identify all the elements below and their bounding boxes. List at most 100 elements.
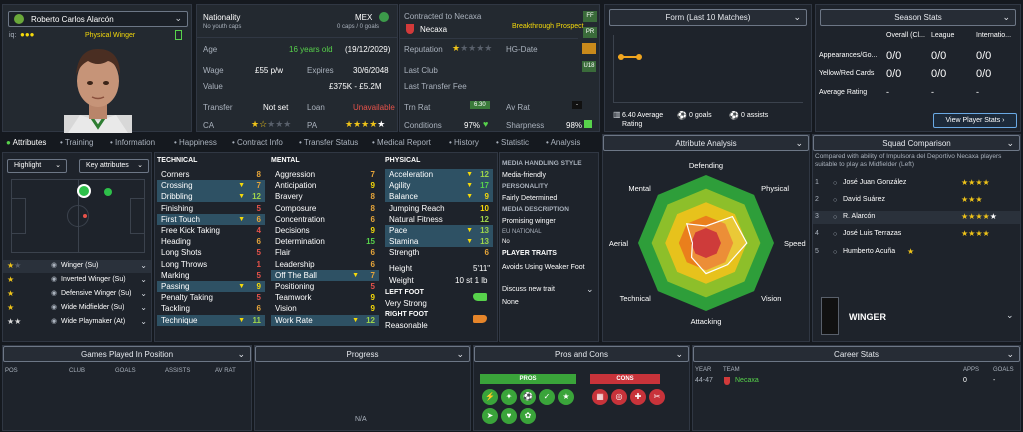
role-row[interactable]: ★★ ◉ Wide Playmaker (At) ⌄ (3, 316, 151, 329)
attribute-row[interactable]: First Touch 6 ▼ (157, 213, 265, 225)
role-row[interactable]: ★ ◉ Wide Midfielder (Su) ⌄ (3, 302, 151, 315)
pro-dribbling-icon[interactable]: ⚽ (520, 389, 536, 405)
attribute-row[interactable]: Determination 15 (271, 236, 379, 247)
attribute-row[interactable]: Crossing 7 ▼ (157, 180, 265, 192)
attribute-name: Leadership (275, 259, 315, 269)
position-dot-current (83, 214, 87, 218)
tab-contract[interactable]: • Contract Info (232, 138, 283, 147)
mental-column: Aggression 7 Anticipation 9 Bravery 8 Composur… (269, 169, 379, 329)
tab-statistic[interactable]: • Statistic (496, 138, 530, 147)
role-row[interactable]: ★ ◉ Defensive Winger (Su) ⌄ (3, 288, 151, 301)
attribute-row[interactable]: Tackling 6 (157, 303, 265, 314)
squad-row-selected[interactable]: 3 ○ R. Alarcón ★★★★★ (813, 211, 1020, 224)
attribute-value: 9 (370, 181, 375, 191)
pro-pace-icon[interactable]: ➤ (482, 408, 498, 424)
attribute-row[interactable]: Balance 9 ▼ (385, 191, 493, 203)
pros-cons-header[interactable]: Pros and Cons ⌄ (474, 346, 689, 362)
attribute-row[interactable]: Concentration 6 (271, 214, 379, 225)
tab-information[interactable]: • Information (110, 138, 156, 147)
attribute-row[interactable]: Leadership 6 (271, 259, 379, 270)
attribute-row[interactable]: Positioning 5 (271, 281, 379, 292)
player-name-box[interactable]: Roberto Carlos Alarcón ⌄ (8, 11, 188, 27)
attribute-row[interactable]: Finishing 5 (157, 203, 265, 214)
attribute-row[interactable]: Composure 8 (271, 203, 379, 214)
attribute-row[interactable]: Bravery 8 (271, 191, 379, 202)
games-header[interactable]: Games Played In Position ⌄ (3, 346, 251, 362)
attribute-value: 5 (370, 282, 375, 291)
tab-training[interactable]: • Training (60, 138, 94, 147)
tab-medical[interactable]: • Medical Report (372, 138, 431, 147)
attribute-row[interactable]: Passing 9 ▼ (157, 281, 265, 292)
tab-transfer[interactable]: • Transfer Status (299, 138, 359, 147)
analysis-header[interactable]: Attribute Analysis ⌄ (603, 135, 809, 151)
attribute-row[interactable]: Off The Ball 7 ▼ (271, 269, 379, 281)
attribute-row[interactable]: Acceleration 12 ▼ (385, 169, 493, 180)
pro-technique-icon[interactable]: ✿ (520, 408, 536, 424)
attribute-row[interactable]: Technique 11 ▼ (157, 314, 265, 326)
squad-row[interactable]: 4 ○ José Luis Terrazas ★★★★ (813, 229, 1020, 241)
attribute-row[interactable]: Free Kick Taking 4 (157, 225, 265, 236)
role-info-icon: ◉ (51, 262, 58, 269)
highlight-dropdown[interactable]: Highlight ⌄ (7, 159, 67, 173)
form-header[interactable]: Form (Last 10 Matches) ⌄ (609, 9, 807, 26)
pro-stamina-icon[interactable]: ♥ (501, 408, 517, 424)
career-header[interactable]: Career Stats ⌄ (693, 346, 1020, 362)
favourite-icon[interactable] (175, 30, 182, 40)
tab-attributes[interactable]: ● Attributes (6, 138, 47, 147)
con-tackling-icon[interactable]: ✂ (649, 389, 665, 405)
attribute-row[interactable]: Anticipation 9 (271, 180, 379, 191)
attribute-row[interactable]: Stamina 13 ▼ (385, 236, 493, 248)
role-row[interactable]: ★★ ◉ Winger (Su) ⌄ (3, 260, 151, 273)
attribute-row[interactable]: Heading 6 (157, 236, 265, 247)
tab-history[interactable]: • History (449, 138, 479, 147)
attribute-row[interactable]: Vision 9 (271, 303, 379, 314)
view-stats-button[interactable]: View Player Stats › (933, 113, 1017, 128)
con-consistency-icon[interactable]: ▦ (592, 389, 608, 405)
attribute-row[interactable]: Decisions 9 (271, 225, 379, 236)
attribute-row[interactable]: Pace 13 ▼ (385, 225, 493, 236)
key-attributes-dropdown[interactable]: Key attributes ⌄ (79, 159, 149, 173)
highlight-label: Highlight (14, 162, 42, 169)
form-point (618, 54, 624, 60)
attribute-row[interactable]: Strength 6 (385, 247, 493, 258)
club-name[interactable]: Necaxa (420, 25, 448, 34)
tab-analysis[interactable]: • Analysis (546, 138, 581, 147)
attribute-row[interactable]: Long Shots 5 (157, 247, 265, 258)
attribute-row[interactable]: Dribbling 12 ▼ (157, 191, 265, 203)
attribute-name: Tackling (161, 304, 190, 314)
squad-rank: 3 (815, 213, 819, 220)
discuss-trait[interactable]: Discuss new trait (502, 286, 555, 293)
con-injury-icon[interactable]: ✚ (630, 389, 646, 405)
squad-row[interactable]: 1 ○ José Juan González ★★★★ (813, 178, 1020, 190)
attribute-value: 1 (256, 259, 261, 269)
attribute-row[interactable]: Corners 8 (157, 169, 265, 180)
attribute-row[interactable]: Natural Fitness 12 (385, 214, 493, 225)
season-header[interactable]: Season Stats ⌄ (820, 9, 1016, 26)
attribute-row[interactable]: Marking 5 (157, 270, 265, 281)
attribute-row[interactable]: Work Rate 12 ▼ (271, 314, 379, 326)
progress-header[interactable]: Progress ⌄ (255, 346, 470, 362)
player-card: Roberto Carlos Alarcón ⌄ iq: ●●● Physica… (2, 4, 192, 133)
con-target-icon[interactable]: ◎ (611, 389, 627, 405)
squad-row[interactable]: 2 ○ David Suárez ★★★ (813, 195, 1020, 207)
attribute-row[interactable]: Flair 6 (271, 247, 379, 258)
squad-header[interactable]: Squad Comparison ⌄ (813, 135, 1020, 151)
pro-balance-icon[interactable]: ✓ (539, 389, 555, 405)
tab-happiness[interactable]: • Happiness (174, 138, 217, 147)
attribute-row[interactable]: Long Throws 1 (157, 259, 265, 270)
pro-acceleration-icon[interactable]: ⚡ (482, 389, 498, 405)
pro-agility-icon[interactable]: ✦ (501, 389, 517, 405)
tab-label: Analysis (550, 138, 581, 147)
role-name: Defensive Winger (Su) (61, 290, 132, 297)
attribute-name: Anticipation (275, 181, 317, 191)
attribute-row[interactable]: Teamwork 9 (271, 292, 379, 303)
pro-determination-icon[interactable]: ★ (558, 389, 574, 405)
career-team[interactable]: Necaxa (735, 377, 759, 384)
player-photo (58, 41, 138, 133)
attribute-row[interactable]: Agility 17 ▼ (385, 180, 493, 192)
attribute-row[interactable]: Penalty Taking 5 (157, 292, 265, 303)
role-row[interactable]: ★ ◉ Inverted Winger (Su) ⌄ (3, 274, 151, 287)
attribute-row[interactable]: Aggression 7 (271, 169, 379, 180)
attribute-row[interactable]: Jumping Reach 10 (385, 203, 493, 214)
squad-row[interactable]: 5 ○ Humberto Acuña ★ (813, 247, 1020, 259)
